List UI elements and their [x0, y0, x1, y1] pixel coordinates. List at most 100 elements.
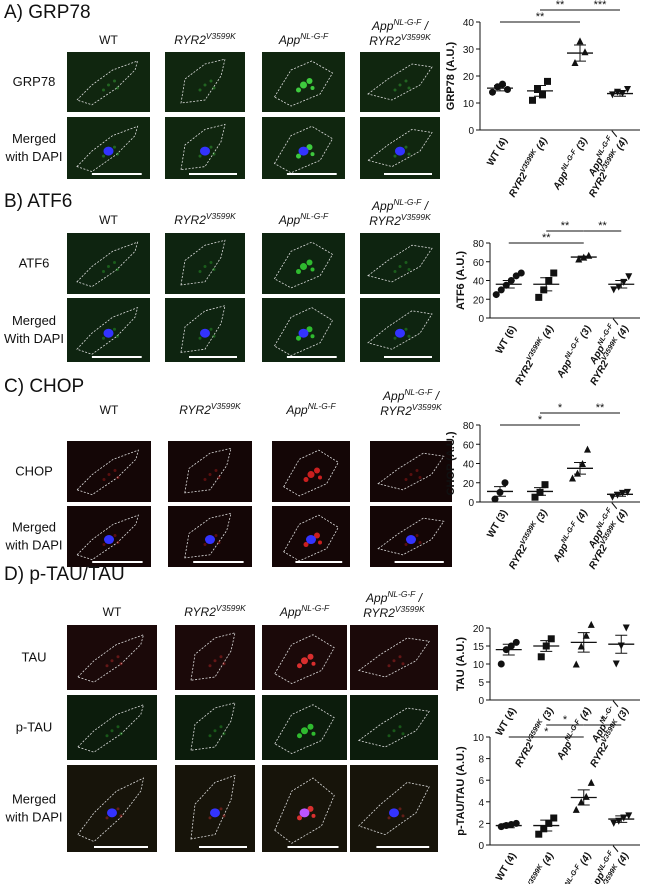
cell-outline	[76, 306, 139, 355]
signal	[404, 478, 408, 482]
row-label: CHOP	[15, 464, 53, 479]
column-header: RYR2V3599K	[174, 211, 236, 227]
text-segment: (4)	[577, 705, 594, 724]
signal	[306, 144, 313, 151]
signal	[303, 477, 309, 483]
nucleus	[395, 146, 405, 156]
cell-outline	[357, 637, 430, 678]
signal	[116, 152, 119, 156]
signal	[307, 471, 315, 479]
significance-label: **	[556, 0, 565, 11]
data-point	[537, 653, 545, 661]
signal	[398, 265, 402, 269]
x-tick-group: WT (4)	[485, 136, 510, 168]
error-bar	[540, 277, 553, 292]
signal	[113, 79, 116, 83]
text-segment: (4)	[539, 850, 556, 869]
signal	[404, 543, 408, 547]
data-point	[497, 660, 505, 668]
text-segment: /	[609, 699, 622, 710]
column-header: AppNL-G-F /	[371, 197, 430, 213]
signal	[116, 86, 119, 90]
signal	[398, 807, 402, 811]
data-point	[502, 281, 510, 289]
signal	[401, 814, 405, 818]
signal	[398, 725, 402, 729]
signal	[119, 732, 123, 736]
significance-label: **	[542, 232, 551, 244]
data-point	[587, 620, 595, 628]
x-tick-label: WT (3)	[485, 508, 510, 540]
error-bar	[540, 819, 553, 832]
cell-outline	[367, 128, 433, 168]
micrograph	[168, 441, 252, 502]
data-point	[579, 460, 586, 467]
signal	[310, 152, 315, 157]
cell-outline	[274, 634, 335, 684]
data-point	[612, 660, 620, 668]
cell-outline	[77, 777, 145, 843]
micrograph	[175, 625, 255, 690]
data-point	[609, 493, 616, 501]
signal	[105, 816, 109, 820]
data-point	[539, 91, 546, 99]
data-point	[622, 624, 630, 632]
signal	[387, 664, 391, 668]
error-bar	[615, 634, 628, 654]
text-segment: NL-G-F	[393, 17, 422, 27]
column-header: AppNL-G-F	[278, 211, 329, 227]
signal	[107, 265, 110, 269]
column-header: AppNL-G-F	[278, 31, 329, 47]
data-point	[512, 638, 520, 646]
significance-label: *	[563, 714, 568, 726]
signal	[222, 662, 226, 666]
error-bar	[494, 486, 506, 497]
row-label: Merged	[12, 520, 56, 535]
text-segment: RYR2	[588, 741, 611, 770]
text-segment: WT	[100, 403, 119, 417]
column-header: AppNL-G-F /	[365, 589, 424, 605]
x-tick-group: RYR2V3599K (4)	[526, 850, 557, 884]
signal	[306, 78, 313, 84]
nucleus	[103, 328, 114, 338]
nucleus	[298, 328, 309, 338]
signal	[222, 732, 226, 736]
micrograph	[370, 441, 452, 502]
signal	[296, 335, 301, 341]
x-tick-label: WT (4)	[485, 136, 510, 168]
signal	[102, 88, 105, 92]
data-point	[624, 488, 631, 496]
signal	[398, 83, 402, 87]
signal	[310, 86, 315, 90]
significance-label: **	[536, 11, 545, 23]
cell-outline	[76, 60, 139, 106]
text-segment: RYR2	[174, 33, 206, 47]
signal	[401, 662, 405, 666]
text-segment: (4)	[539, 323, 556, 342]
signal	[418, 541, 422, 545]
error-bar	[615, 815, 628, 823]
y-tick-label: 0	[468, 498, 474, 509]
x-tick-group: WT (4)	[494, 706, 519, 738]
text-segment: RYR2	[179, 403, 211, 417]
x-tick-group: AppNL-G-F (3)	[551, 135, 590, 192]
data-point	[529, 96, 536, 104]
cell-outline	[283, 449, 339, 497]
cell-outline	[273, 60, 334, 107]
y-axis-label: TAU (A.U.)	[455, 637, 467, 692]
x-tick-label: RYR2V3599K (4)	[513, 323, 557, 387]
signal	[198, 336, 202, 340]
data-point	[614, 491, 621, 499]
column-header: WT	[100, 403, 119, 417]
text-segment: RYR2	[380, 404, 412, 418]
text-segment: NL-G-F	[387, 589, 416, 599]
data-point	[535, 830, 543, 838]
error-bar	[502, 822, 515, 829]
data-point	[545, 819, 553, 827]
data-point	[587, 778, 595, 786]
signal	[314, 467, 320, 474]
text-segment: /	[608, 501, 621, 512]
cell-outline	[76, 241, 139, 288]
error-bar	[574, 462, 586, 475]
